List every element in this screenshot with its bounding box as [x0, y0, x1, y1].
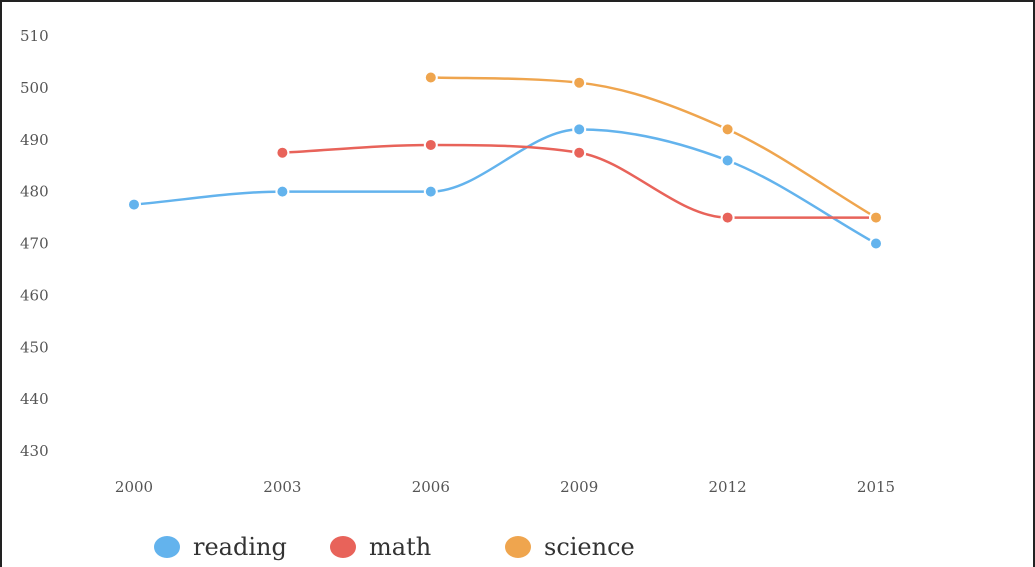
legend-label-reading[interactable]: reading — [193, 533, 287, 561]
legend-label-math[interactable]: math — [369, 533, 431, 561]
y-tick-label: 480 — [20, 183, 49, 201]
y-tick-label: 500 — [20, 79, 49, 97]
x-tick-label: 2000 — [115, 478, 153, 496]
y-tick-label: 440 — [20, 390, 49, 408]
data-point-math[interactable] — [423, 137, 438, 152]
series-line-science — [430, 76, 877, 219]
legend-marker-reading[interactable] — [154, 536, 180, 558]
y-tick-label: 450 — [20, 338, 49, 356]
series-points — [127, 70, 883, 251]
x-tick-label: 2012 — [709, 478, 747, 496]
data-point-math[interactable] — [275, 145, 290, 160]
y-tick-label: 490 — [20, 131, 49, 149]
data-point-reading[interactable] — [720, 153, 735, 168]
data-point-reading[interactable] — [275, 184, 290, 199]
series-lines — [133, 76, 877, 245]
data-point-reading[interactable] — [423, 184, 438, 199]
y-tick-label: 470 — [20, 235, 49, 253]
legend-label-science[interactable]: science — [544, 533, 635, 561]
y-tick-label: 510 — [20, 27, 49, 45]
series-line-reading — [133, 128, 877, 245]
data-point-math[interactable] — [720, 210, 735, 225]
x-tick-label: 2015 — [857, 478, 895, 496]
y-tick-label: 460 — [20, 286, 49, 304]
data-point-reading[interactable] — [869, 236, 883, 251]
legend: reading math science — [154, 533, 635, 561]
data-point-science[interactable] — [869, 210, 883, 225]
x-tick-label: 2006 — [412, 478, 450, 496]
y-axis-ticks: 510 500 490 480 470 460 450 440 430 — [20, 27, 49, 460]
x-tick-label: 2009 — [560, 478, 598, 496]
legend-marker-math[interactable] — [330, 536, 356, 558]
data-point-science[interactable] — [423, 70, 438, 85]
data-point-science[interactable] — [572, 75, 587, 90]
data-point-science[interactable] — [720, 122, 735, 137]
data-point-reading[interactable] — [127, 197, 141, 212]
x-tick-label: 2003 — [263, 478, 301, 496]
data-point-math[interactable] — [572, 145, 587, 160]
x-axis-ticks: 2000 2003 2006 2009 2012 2015 — [115, 478, 895, 496]
y-tick-label: 430 — [20, 442, 49, 460]
data-point-reading[interactable] — [572, 122, 587, 137]
legend-marker-science[interactable] — [505, 536, 531, 558]
